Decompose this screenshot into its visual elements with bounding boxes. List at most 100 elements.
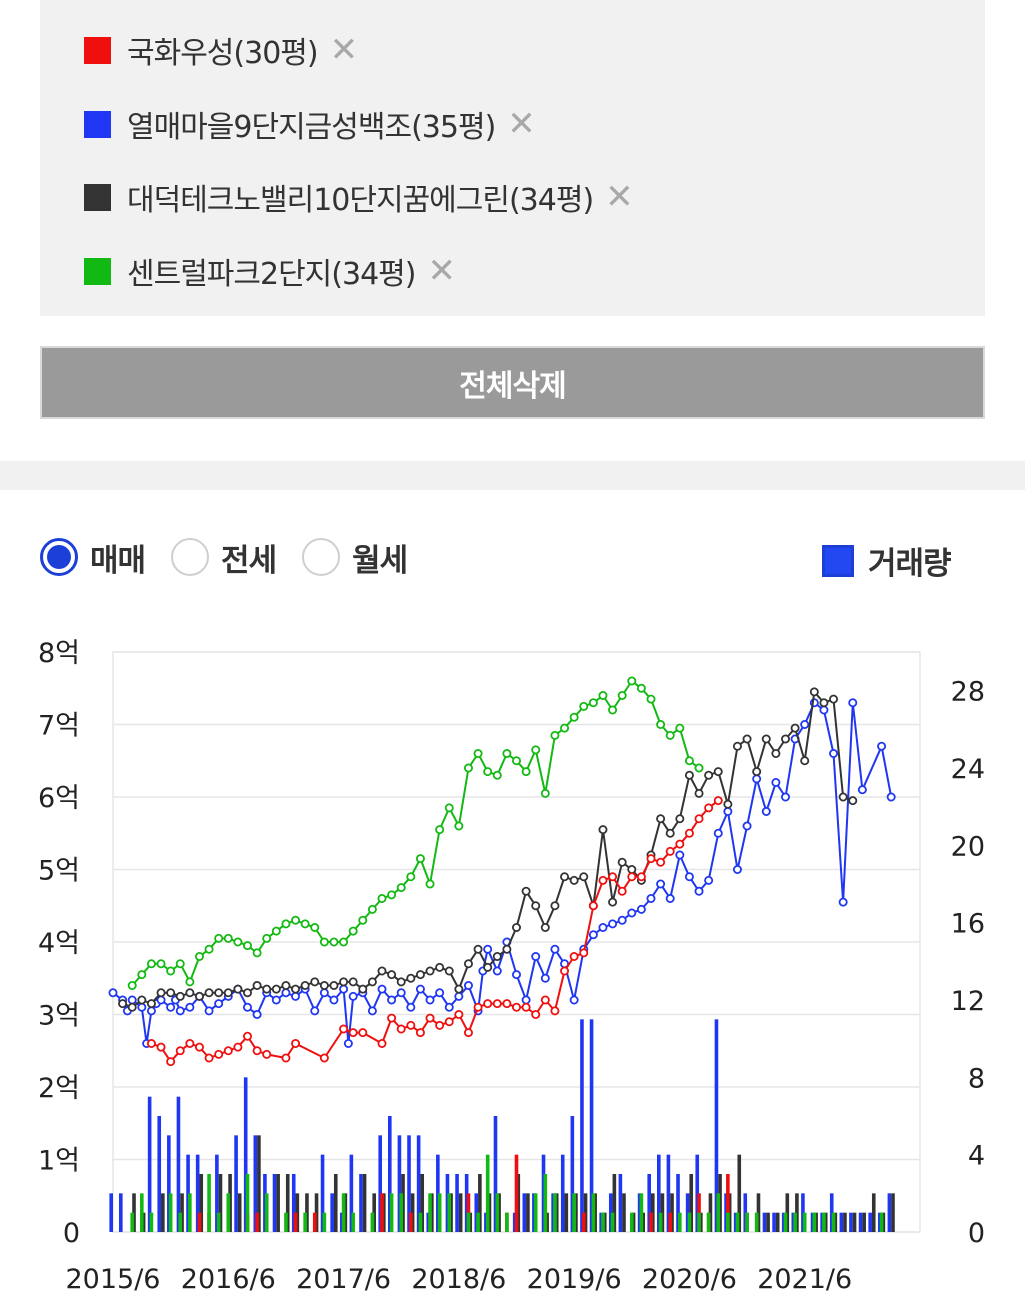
radio-option[interactable]: 매매 [40, 535, 146, 580]
price-point [473, 749, 483, 759]
compare-item-label: 센트럴파크2단지(34평) [127, 257, 416, 292]
volume-bar [829, 1193, 834, 1232]
price-point [204, 1053, 214, 1063]
price-point [281, 980, 291, 990]
volume-bar [553, 1193, 557, 1232]
price-point [319, 1053, 329, 1063]
volume-bar [195, 1154, 200, 1232]
price-point [617, 691, 627, 701]
volume-bar [312, 1212, 317, 1232]
price-point [675, 814, 685, 824]
price-point [800, 720, 810, 730]
price-point [598, 825, 608, 835]
volume-bar [697, 1212, 701, 1232]
volume-bar [176, 1096, 181, 1232]
price-point [185, 1038, 195, 1048]
volume-bar [420, 1174, 425, 1232]
radio-option[interactable]: 전세 [171, 535, 277, 580]
price-point [569, 875, 579, 885]
price-point [694, 788, 704, 798]
volume-bar [293, 1212, 298, 1232]
volume-legend-toggle[interactable]: 거래량 [822, 538, 952, 583]
remove-item-close-icon[interactable]: ✕ [329, 30, 359, 70]
price-point [406, 973, 416, 983]
radio-option[interactable]: 월세 [302, 535, 408, 580]
price-point [300, 980, 310, 990]
radio-unselected-icon[interactable] [171, 538, 210, 576]
x-tick-label: 2020/6 [642, 1264, 737, 1295]
price-point [809, 687, 819, 697]
price-point [146, 999, 156, 1009]
price-point [415, 970, 425, 980]
volume-bar [215, 1154, 219, 1232]
volume-bar [564, 1193, 569, 1232]
y-left-tick-label: 1억 [38, 1146, 80, 1177]
price-point [204, 944, 214, 954]
price-point [435, 988, 445, 998]
price-point [627, 908, 637, 918]
price-point [339, 1024, 349, 1034]
price-point [367, 977, 377, 987]
series-color-swatch [84, 183, 111, 211]
volume-bar [180, 1193, 184, 1232]
price-point [684, 756, 694, 766]
remove-item-close-icon[interactable]: ✕ [605, 177, 634, 217]
volume-bar [474, 1193, 479, 1232]
volume-bar [243, 1077, 248, 1232]
price-point [560, 872, 570, 882]
radio-unselected-icon[interactable] [302, 538, 341, 576]
price-point [118, 999, 128, 1009]
price-point [175, 959, 185, 969]
volume-bar [132, 1193, 136, 1232]
volume-bar [670, 1193, 674, 1232]
price-point [252, 1009, 262, 1019]
volume-bar [276, 1174, 280, 1232]
price-point [444, 803, 454, 813]
price-point [156, 959, 166, 969]
price-point [713, 767, 723, 777]
volume-bar [188, 1193, 192, 1232]
price-point [579, 872, 589, 882]
price-point [829, 749, 839, 759]
volume-bar [599, 1212, 603, 1232]
price-point [319, 988, 329, 998]
price-chart: 0 1억 2억 3억 4억 5억 6억 7억 8억 0 4 8 12 16 20 24 28 2015/6 2016… [38, 638, 985, 1295]
section-divider [0, 461, 1025, 490]
price-point [415, 984, 425, 994]
volume-bar [436, 1154, 440, 1232]
price-point [531, 901, 541, 911]
price-point [483, 767, 493, 777]
price-point [540, 995, 550, 1005]
price-point [444, 966, 454, 976]
volume-bar [458, 1193, 463, 1232]
y-right-tick-label: 8 [968, 1063, 985, 1094]
delete-all-button[interactable]: 전체삭제 [40, 346, 985, 419]
price-point [108, 988, 118, 998]
volume-bar [284, 1212, 288, 1232]
volume-bar [570, 1116, 575, 1232]
volume-bar [822, 1212, 826, 1232]
price-point [271, 926, 281, 936]
price-point [175, 1006, 185, 1016]
price-point [377, 966, 387, 976]
price-point [415, 854, 425, 864]
volume-bar [647, 1174, 651, 1232]
volume-bar [726, 1174, 730, 1232]
price-point [560, 966, 570, 976]
volume-bar [197, 1212, 202, 1232]
series-color-swatch [84, 257, 111, 285]
price-point [473, 1002, 483, 1012]
price-point [531, 951, 541, 961]
price-point [377, 893, 387, 903]
price-point [550, 901, 560, 911]
price-point [781, 792, 791, 802]
volume-bar [485, 1154, 490, 1232]
price-point [137, 970, 147, 980]
price-point [146, 1006, 156, 1016]
volume-bar [772, 1212, 776, 1232]
radio-selected-icon[interactable] [40, 538, 78, 576]
volume-bar [801, 1193, 805, 1232]
volume-bar [167, 1135, 171, 1232]
remove-item-close-icon[interactable]: ✕ [427, 251, 456, 291]
remove-item-close-icon[interactable]: ✕ [507, 104, 536, 144]
